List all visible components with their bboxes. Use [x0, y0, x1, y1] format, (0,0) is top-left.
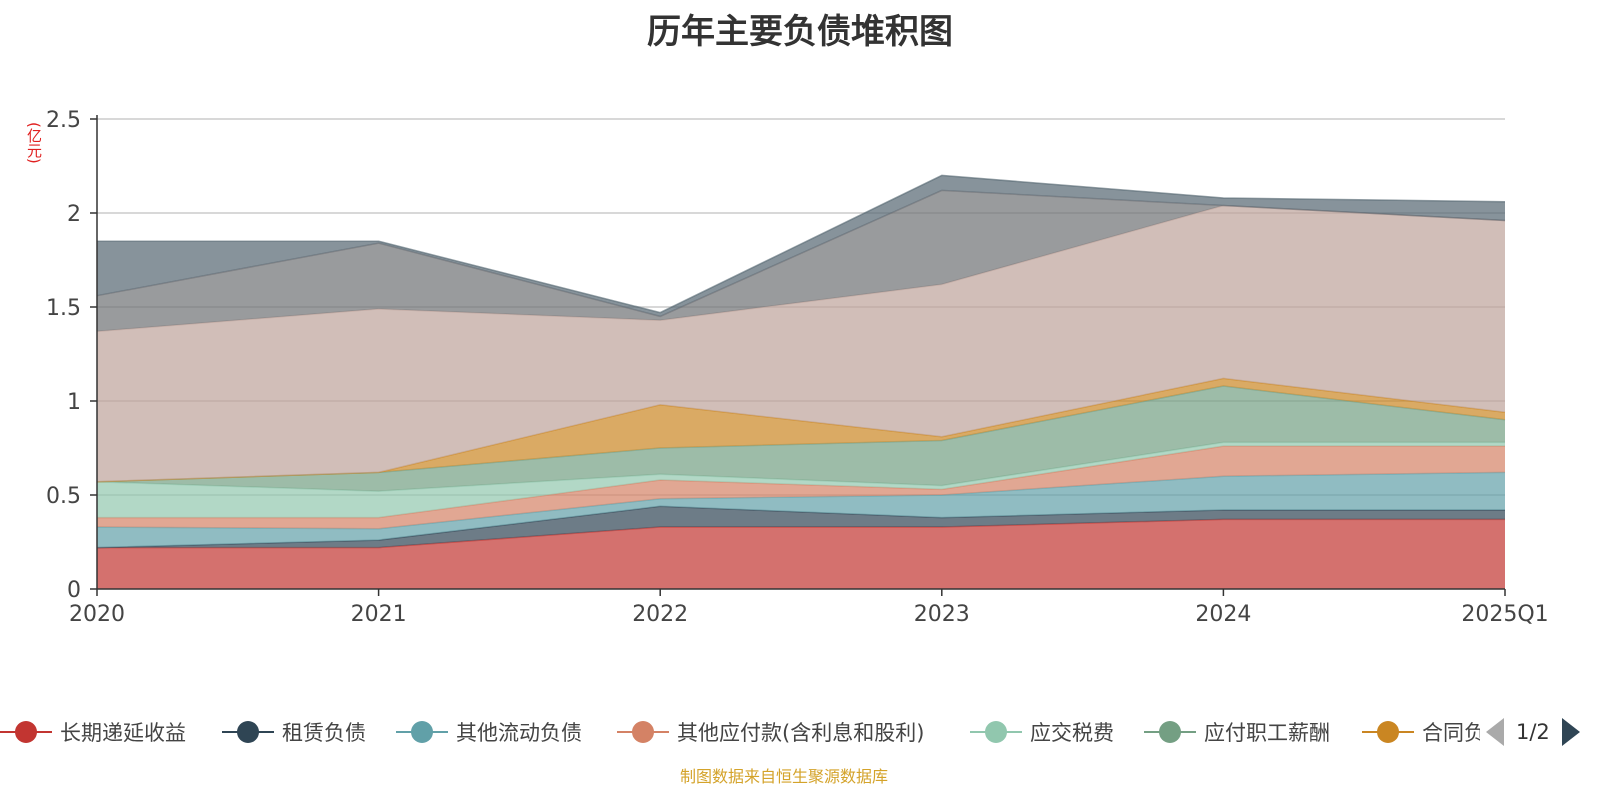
- x-tick-label: 2023: [914, 602, 970, 627]
- legend-marker-icon: [1362, 712, 1414, 752]
- area-series-9[interactable]: [97, 175, 1505, 317]
- area-series-2[interactable]: [97, 472, 1505, 548]
- legend-label: 合同负债: [1422, 721, 1480, 745]
- y-tick-label: 0: [67, 578, 81, 603]
- legend-marker-icon: [617, 712, 669, 752]
- legend-label: 长期递延收益: [60, 721, 186, 745]
- area-series-0[interactable]: [97, 519, 1505, 589]
- area-series-1[interactable]: [97, 506, 1505, 548]
- y-tick-label: 2: [67, 202, 81, 227]
- legend-marker-icon: [0, 712, 52, 752]
- legend-pager: 1/2: [1480, 712, 1600, 752]
- legend-label: 应付职工薪酬: [1204, 721, 1330, 745]
- source-note: 制图数据来自恒生聚源数据库: [679, 767, 888, 786]
- legend-marker-icon: [396, 712, 448, 752]
- legend-prev-page-icon[interactable]: [1486, 718, 1504, 746]
- legend-marker-icon: [970, 712, 1022, 752]
- legend-marker-icon: [1144, 712, 1196, 752]
- legend-item[interactable]: 应交税费: [970, 712, 1114, 752]
- area-series-7[interactable]: [97, 205, 1505, 482]
- legend-label: 应交税费: [1030, 721, 1114, 745]
- legend-next-page-icon[interactable]: [1561, 718, 1580, 746]
- area-series-5[interactable]: [97, 386, 1505, 492]
- area-series-3[interactable]: [97, 446, 1505, 529]
- x-tick-label: 2021: [351, 602, 407, 627]
- legend: 长期递延收益 租赁负债 其他流动负债 其他应付款(含利息和股利) 应交税费 应付职工薪酬 合…: [0, 712, 1600, 752]
- stacked-areas: [96, 174, 1506, 589]
- legend-items: 长期递延收益 租赁负债 其他流动负债 其他应付款(含利息和股利) 应交税费 应付职工薪酬 合…: [0, 712, 1480, 752]
- chart-canvas: 0 0.5 1 1.5 2 2.5 2020 2021 2022 2023 2024 2025Q1: [46, 108, 1549, 627]
- legend-marker-icon: [222, 712, 274, 752]
- legend-item[interactable]: 其他应付款(含利息和股利): [617, 712, 924, 752]
- legend-label: 其他流动负债: [456, 721, 582, 745]
- legend-label: 租赁负债: [282, 721, 366, 745]
- legend-label: 其他应付款(含利息和股利): [677, 721, 925, 745]
- x-tick-label: 2024: [1195, 602, 1251, 627]
- y-tick-label: 1.5: [46, 296, 81, 321]
- x-tick-label: 2020: [69, 602, 125, 627]
- axes: 0 0.5 1 1.5 2 2.5 2020 2021 2022 2023 2024 2025Q1: [46, 108, 1549, 627]
- legend-item[interactable]: 合同负债: [1362, 712, 1480, 752]
- legend-item[interactable]: 租赁负债: [222, 712, 366, 752]
- legend-item[interactable]: 其他流动负债: [396, 712, 582, 752]
- y-tick-label: 1: [67, 390, 81, 415]
- chart-title: 历年主要负债堆积图: [647, 12, 953, 52]
- area-series-line-9: [97, 174, 1506, 314]
- x-tick-label: 2025Q1: [1461, 602, 1548, 627]
- area-series-8[interactable]: [97, 190, 1505, 332]
- y-axis-unit-label: (亿元): [25, 122, 43, 164]
- y-tick-label: 2.5: [46, 108, 81, 133]
- legend-item[interactable]: 长期递延收益: [0, 712, 186, 752]
- x-tick-label: 2022: [632, 602, 688, 627]
- legend-page-indicator: 1/2: [1516, 720, 1550, 744]
- legend-item[interactable]: 应付职工薪酬: [1144, 712, 1330, 752]
- y-tick-label: 0.5: [46, 484, 81, 509]
